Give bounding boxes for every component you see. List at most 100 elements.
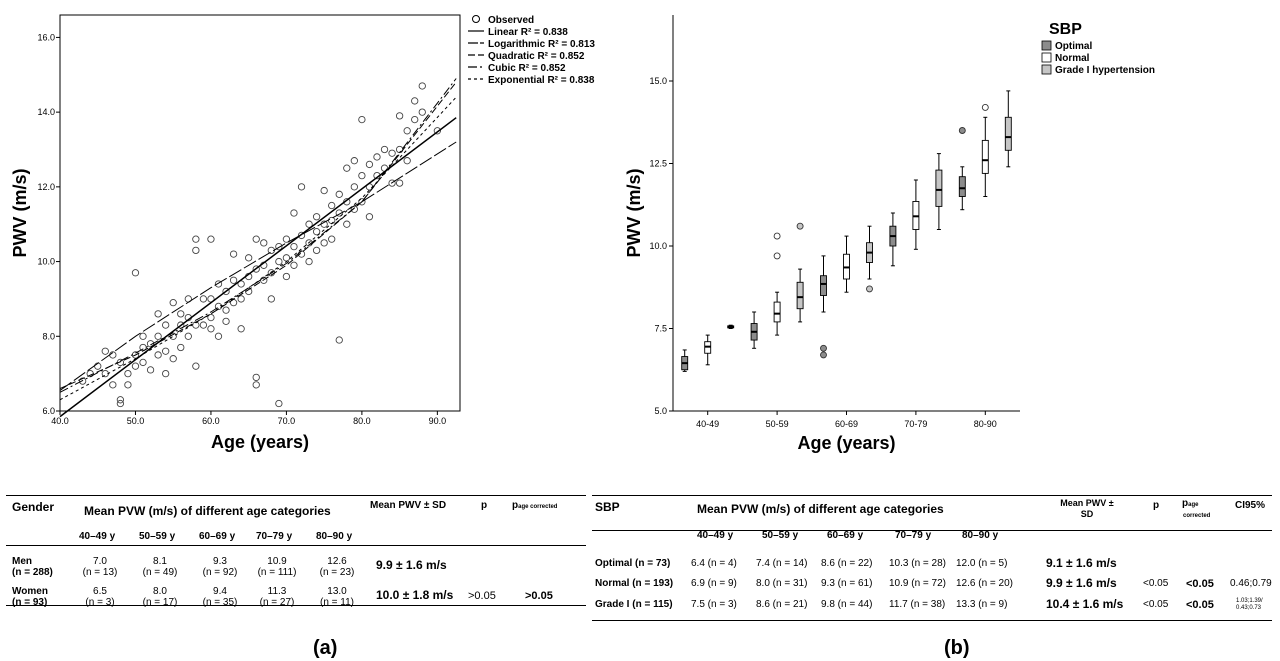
scatter-point — [222, 306, 230, 314]
panel-label-b: (b) — [944, 637, 970, 659]
scatter-point — [124, 381, 132, 389]
table-a-cell-n: (n = 23) — [319, 567, 355, 578]
box-outlier — [866, 285, 873, 293]
table-b-cell: 12.0 (n = 5) — [956, 558, 1008, 569]
scatter-point — [388, 179, 396, 187]
scatter-point — [229, 276, 238, 284]
table-a-cell-value: 8.0 — [153, 586, 167, 597]
table-b-age-col: 40–49 y — [697, 530, 734, 541]
scatter-point — [162, 347, 170, 355]
table-a-header-span: Mean PVW (m/s) of different age categori… — [84, 504, 331, 518]
scatter-point — [275, 242, 283, 251]
table-b-header-mean: Mean PWV ± SD — [1060, 498, 1114, 519]
legend-label-b: Optimal — [1055, 41, 1092, 52]
scatter-point — [343, 220, 351, 228]
table-a-cell-value: 13.0 — [327, 586, 347, 597]
scatter-point — [395, 179, 404, 187]
box-outlier — [773, 252, 781, 260]
table-b-cell: 9.8 (n = 44) — [821, 599, 873, 610]
scatter-point — [169, 355, 177, 363]
x-axis-label-b: Age (years) — [797, 433, 895, 453]
box-outlier — [981, 103, 989, 111]
box-outlier — [820, 344, 827, 352]
scatter-point — [335, 190, 343, 198]
box-outlier — [820, 351, 827, 359]
table-a-cell-value: 6.5 — [93, 586, 107, 597]
table-a-header-mean: Mean PWV ± SD — [370, 500, 447, 511]
scatter-point — [207, 325, 215, 333]
table-a-cell-n: (n = 11) — [320, 597, 354, 608]
scatter-point — [328, 201, 336, 210]
plot-frame-a — [59, 14, 461, 412]
table-b-header-p-age: page corrected — [1182, 498, 1211, 520]
scatter-point — [358, 198, 366, 206]
legend-swatch-b — [1041, 64, 1052, 75]
table-a-header-gender: Gender — [12, 500, 55, 514]
scatter-point — [418, 108, 426, 116]
scatter-point — [305, 220, 313, 228]
table-b-cell: 10.3 (n = 28) — [889, 558, 946, 569]
scatter-point — [192, 235, 200, 243]
scatter-point — [162, 369, 170, 378]
scatter-point — [388, 149, 396, 157]
scatter-point — [139, 332, 147, 340]
scatter-point — [328, 235, 336, 243]
y-tick-label-a: 10.0 — [37, 257, 55, 267]
fit-line — [59, 141, 457, 391]
table-b-cell: 6.4 (n = 4) — [691, 558, 737, 569]
scatter-point — [290, 209, 298, 217]
scatter-point — [146, 340, 155, 348]
scatter-point — [403, 127, 411, 135]
legend-label-a: Quadratic R² = 0.852 — [488, 51, 585, 62]
x-tick-label-a: 40.0 — [51, 416, 69, 426]
scatter-point — [116, 399, 125, 408]
legend-label-a: Exponential R² = 0.838 — [488, 75, 595, 86]
table-a-age-col: 80–90 y — [316, 531, 353, 542]
table-b-row-p-age: <0.05 — [1186, 578, 1214, 590]
scatter-point — [373, 153, 381, 161]
scatter-point — [154, 351, 162, 359]
x-tick-label-b: 60-69 — [835, 419, 858, 429]
scatter-point — [343, 164, 351, 172]
box — [958, 176, 966, 197]
table-b-row-label: Grade I (n = 115) — [595, 599, 673, 610]
table-b-header-sbp: SBP — [595, 500, 620, 514]
y-axis-label-b: PWV (m/s) — [624, 168, 644, 257]
y-tick-label-a: 14.0 — [37, 107, 55, 117]
table-b-cell: 8.0 (n = 31) — [756, 578, 808, 589]
panel-label-a: (a) — [313, 637, 338, 659]
table-a-cell-value: 9.4 — [213, 586, 227, 597]
x-tick-label-b: 40-49 — [696, 419, 719, 429]
table-a-row-mean: 10.0 ± 1.8 m/s — [376, 588, 454, 602]
scatter-point — [192, 246, 200, 255]
scatter-point — [282, 254, 291, 262]
table-b-header-p: p — [1153, 500, 1160, 511]
scatter-point — [124, 369, 132, 378]
scatter-point — [207, 235, 215, 243]
table-a-row-label: Women — [12, 586, 48, 597]
table-b-header-span: Mean PVW (m/s) of different age categori… — [697, 502, 944, 516]
scatter-point — [297, 183, 306, 191]
scatter-point — [358, 115, 366, 124]
scatter-point — [328, 216, 336, 225]
scatter-point — [282, 272, 291, 281]
scatter-point — [214, 332, 223, 340]
table-b-row-p: <0.05 — [1143, 599, 1169, 610]
scatter-point — [146, 366, 155, 374]
box — [981, 139, 989, 174]
table-b-cell: 8.6 (n = 22) — [821, 558, 873, 569]
table-b-row-p-age: <0.05 — [1186, 599, 1214, 611]
table-b: SBP Mean PVW (m/s) of different age cate… — [590, 490, 1280, 640]
table-a-age-col: 70–79 y — [256, 531, 293, 542]
scatter-point — [350, 157, 358, 165]
table-a-age-col: 60–69 y — [199, 531, 236, 542]
scatter-point — [282, 235, 291, 243]
table-b-row-ci: 0.46;0.79 — [1230, 578, 1272, 589]
scatter-point — [395, 112, 404, 120]
scatter-point — [154, 332, 162, 340]
x-tick-label-b: 70-79 — [904, 419, 927, 429]
scatter-point — [350, 183, 358, 191]
table-a-cell-n: (n = 92) — [202, 567, 238, 578]
table-a-header-p: p — [481, 500, 488, 511]
table-b-cell: 7.4 (n = 14) — [756, 558, 808, 569]
